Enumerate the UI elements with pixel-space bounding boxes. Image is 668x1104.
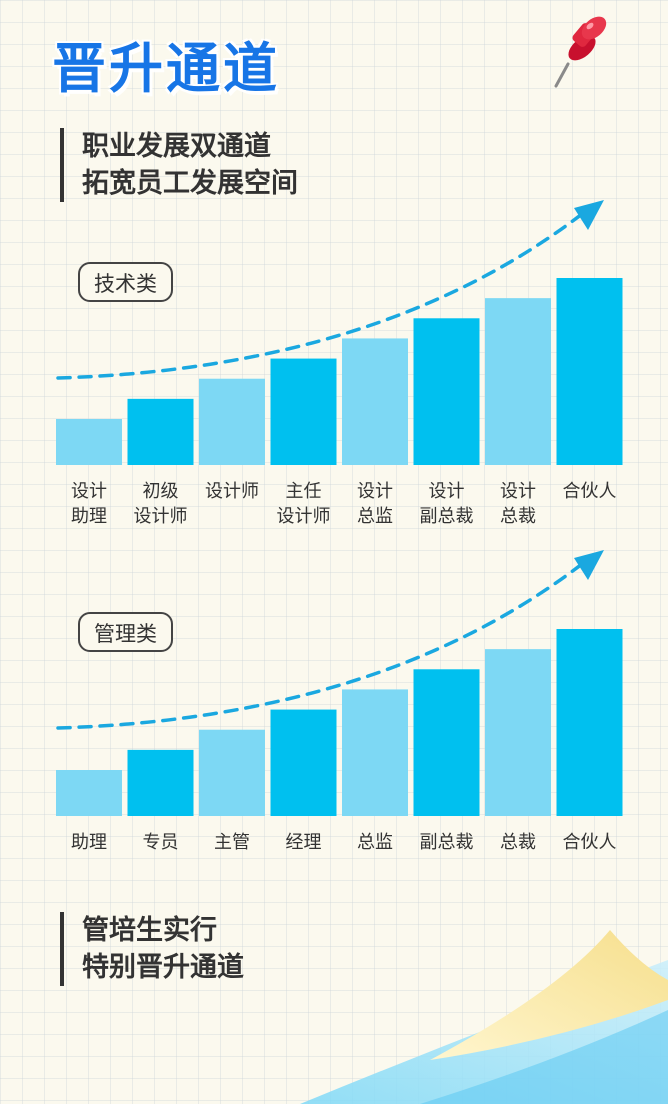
bar-1	[56, 419, 122, 465]
bar-label-1: 设计助理	[71, 481, 107, 527]
bar-7	[485, 298, 551, 465]
bar-label-3: 主管	[214, 832, 250, 853]
trend-arrow-line	[56, 212, 584, 380]
bar-label-2: 初级设计师	[134, 481, 188, 527]
intro-subheading: 职业发展双通道 拓宽员工发展空间	[60, 128, 298, 202]
bar-2	[127, 749, 194, 816]
bar-3	[199, 729, 265, 816]
tech-track-chart: 设计助理 初级设计师 设计师 主任设计师 设计总监 设计副总裁 设计总裁 合伙人	[0, 180, 668, 540]
bar-1	[56, 770, 122, 816]
bar-8	[556, 278, 623, 465]
bar-8	[556, 629, 623, 816]
trend-arrow-line	[56, 562, 584, 730]
footer-line-1: 管培生实行	[82, 915, 217, 946]
bar-4	[270, 709, 337, 816]
page-title: 晋升通道	[52, 37, 280, 100]
mgmt-track-label: 管理类	[78, 612, 173, 652]
tech-track-label: 技术类	[78, 262, 173, 302]
bar-label-6: 副总裁	[420, 832, 474, 853]
bar-label-5: 总监	[357, 832, 393, 853]
footer-line-2: 特别晋升通道	[82, 952, 244, 983]
bar-label-5: 设计总监	[357, 481, 393, 527]
bar-6	[413, 318, 480, 465]
bar-label-7: 总裁	[500, 832, 536, 853]
bar-5	[342, 338, 408, 465]
mgmt-track-svg: 助理 专员 主管 经理 总监 副总裁 总裁 合伙人	[56, 550, 623, 853]
bar-7	[485, 649, 551, 816]
bar-2	[127, 398, 194, 465]
bar-6	[413, 669, 480, 816]
mgmt-track-chart: 助理 专员 主管 经理 总监 副总裁 总裁 合伙人	[0, 530, 668, 870]
pushpin-icon	[554, 16, 607, 88]
bar-label-4: 主任设计师	[277, 481, 331, 527]
bar-label-7: 设计总裁	[500, 481, 536, 527]
trend-arrow-head	[574, 200, 604, 230]
trend-arrow-head	[574, 550, 604, 580]
footer-subheading: 管培生实行 特别晋升通道	[60, 912, 244, 986]
bar-5	[342, 689, 408, 816]
bar-label-2: 专员	[143, 832, 179, 853]
bar-label-4: 经理	[286, 832, 322, 853]
bar-label-8: 合伙人	[563, 832, 617, 853]
bar-label-3: 设计师	[205, 481, 259, 502]
bar-label-6: 设计副总裁	[420, 481, 474, 527]
intro-line-2: 拓宽员工发展空间	[82, 168, 298, 199]
intro-line-1: 职业发展双通道	[82, 131, 271, 162]
bar-label-8: 合伙人	[563, 481, 617, 502]
bar-4	[270, 358, 337, 465]
bar-3	[199, 378, 265, 465]
bar-label-1: 助理	[71, 832, 107, 853]
